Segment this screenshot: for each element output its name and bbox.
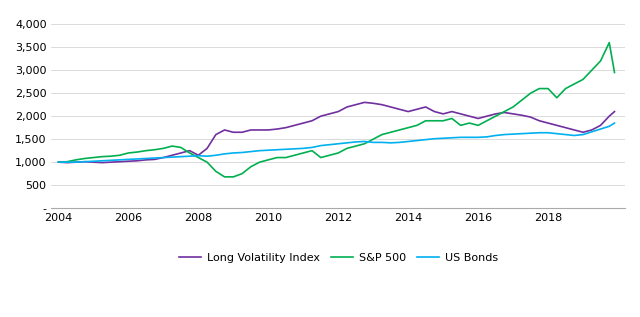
Long Volatility Index — [300, 121, 307, 125]
S&P 500 — [605, 41, 613, 44]
US Bonds — [596, 127, 604, 131]
US Bonds — [54, 160, 62, 164]
S&P 500 — [186, 151, 193, 155]
S&P 500 — [611, 71, 618, 74]
S&P 500 — [544, 87, 552, 90]
Long Volatility Index — [352, 103, 360, 107]
Legend: Long Volatility Index, S&P 500, US Bonds: Long Volatility Index, S&P 500, US Bonds — [174, 249, 502, 268]
Long Volatility Index — [360, 100, 368, 104]
US Bonds — [611, 121, 618, 125]
S&P 500 — [221, 175, 228, 179]
Line: US Bonds: US Bonds — [58, 123, 614, 162]
Long Volatility Index — [63, 161, 71, 165]
Long Volatility Index — [54, 160, 62, 164]
Long Volatility Index — [596, 123, 604, 127]
US Bonds — [221, 152, 228, 156]
Long Volatility Index — [611, 110, 618, 113]
Long Volatility Index — [553, 123, 561, 127]
Line: Long Volatility Index: Long Volatility Index — [58, 102, 614, 163]
S&P 500 — [54, 160, 62, 164]
S&P 500 — [352, 144, 360, 148]
Long Volatility Index — [230, 130, 237, 134]
S&P 500 — [300, 151, 307, 155]
US Bonds — [291, 147, 298, 151]
US Bonds — [186, 154, 193, 158]
Line: S&P 500: S&P 500 — [58, 42, 614, 177]
S&P 500 — [588, 68, 596, 72]
S&P 500 — [230, 175, 237, 179]
US Bonds — [536, 131, 543, 135]
US Bonds — [343, 141, 351, 145]
Long Volatility Index — [195, 153, 202, 157]
